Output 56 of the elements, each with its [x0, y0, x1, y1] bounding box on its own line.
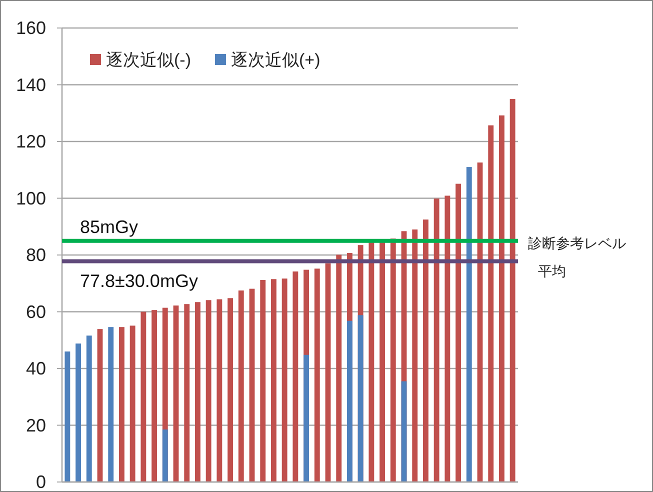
bar	[412, 229, 418, 482]
bar	[195, 302, 200, 482]
bar	[119, 327, 124, 482]
bar	[228, 298, 233, 482]
y-tick-label: 160	[16, 18, 46, 38]
bar	[108, 327, 114, 482]
bar	[216, 299, 222, 482]
bar	[97, 329, 103, 482]
bar	[347, 320, 352, 482]
y-tick-label: 60	[26, 302, 46, 322]
bar	[162, 430, 168, 482]
bar	[368, 242, 374, 482]
bar	[423, 220, 428, 482]
bar	[434, 198, 440, 482]
bar	[260, 280, 266, 482]
bar	[249, 288, 255, 482]
bar	[282, 278, 288, 482]
bar	[358, 315, 364, 482]
y-tick-label: 80	[26, 245, 46, 265]
annotation: 77.8±30.0mGy	[80, 271, 198, 292]
y-tick-label: 120	[16, 132, 46, 152]
annotation: 85mGy	[80, 216, 138, 237]
bar	[304, 354, 309, 482]
y-tick-label: 20	[26, 415, 46, 436]
bar	[184, 304, 190, 482]
bar	[271, 279, 276, 482]
legend-label: 逐次近似(-)	[106, 50, 191, 70]
bar	[444, 196, 450, 482]
bar	[64, 351, 70, 482]
legend-label: 逐次近似(+)	[230, 50, 320, 70]
bar	[336, 254, 342, 482]
bar	[206, 300, 212, 482]
bar	[76, 344, 81, 482]
bar	[292, 271, 298, 482]
bar	[510, 98, 516, 482]
bar	[401, 381, 407, 482]
bar	[477, 162, 483, 482]
y-tick-label: 40	[26, 358, 46, 378]
ref-line-label: 診断参考レベル	[528, 234, 626, 251]
bar	[456, 184, 461, 482]
bar	[152, 310, 157, 482]
ref-line-label: 平均	[538, 263, 566, 280]
bar	[238, 290, 244, 482]
bar	[140, 312, 146, 482]
bar	[488, 125, 494, 482]
bar	[466, 167, 472, 482]
y-tick-label: 140	[16, 74, 46, 95]
bar	[173, 306, 179, 482]
y-tick-label: 100	[16, 188, 46, 208]
bar	[314, 268, 320, 482]
y-tick-label: 0	[36, 472, 46, 492]
bar	[325, 263, 331, 482]
bar	[499, 115, 504, 482]
bar	[390, 238, 396, 482]
bar	[130, 326, 136, 482]
bar	[86, 336, 92, 482]
